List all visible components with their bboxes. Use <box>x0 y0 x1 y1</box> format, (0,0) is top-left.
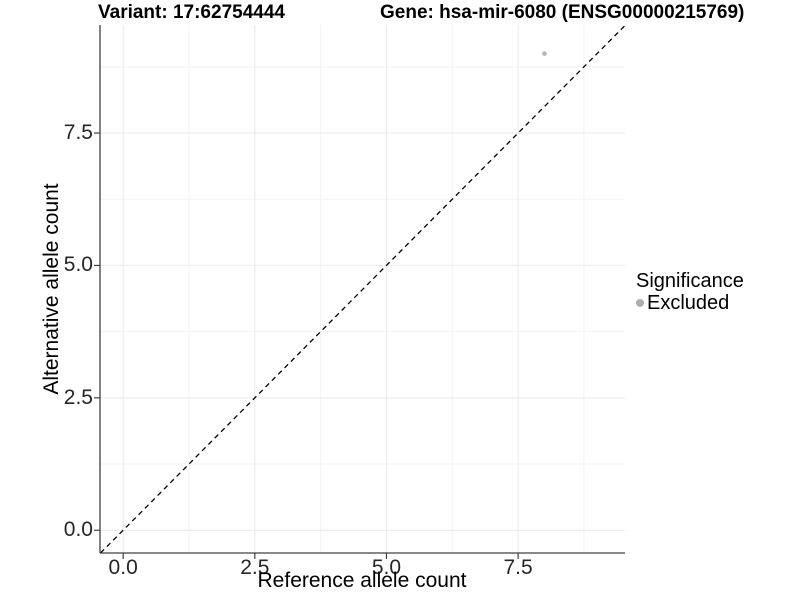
plot-title-variant: Variant: 17:62754444 <box>98 2 285 23</box>
legend-point-icon <box>636 299 644 307</box>
y-tick-label: 7.5 <box>63 121 93 145</box>
x-tick-label: 7.5 <box>503 556 533 579</box>
legend-title: Significance <box>636 270 744 292</box>
identity-dashed-line <box>100 25 626 554</box>
legend-item-label: Excluded <box>647 291 730 314</box>
y-tick-label: 0.0 <box>63 518 93 542</box>
legend-item: Excluded <box>636 292 744 314</box>
data-point <box>542 51 547 56</box>
y-axis-title: Alternative allele count <box>40 183 63 395</box>
y-tick-label: 2.5 <box>63 385 93 409</box>
legend: Significance Excluded <box>636 270 744 314</box>
y-tick-label: 5.0 <box>63 253 93 277</box>
x-tick-label: 0.0 <box>108 556 138 579</box>
x-tick-label: 5.0 <box>371 556 402 579</box>
x-tick-label: 2.5 <box>240 556 270 579</box>
x-axis-title: Reference allele count <box>257 569 467 592</box>
legend-items: Excluded <box>636 292 744 314</box>
plot-title-gene: Gene: hsa-mir-6080 (ENSG00000215769) <box>380 2 745 23</box>
